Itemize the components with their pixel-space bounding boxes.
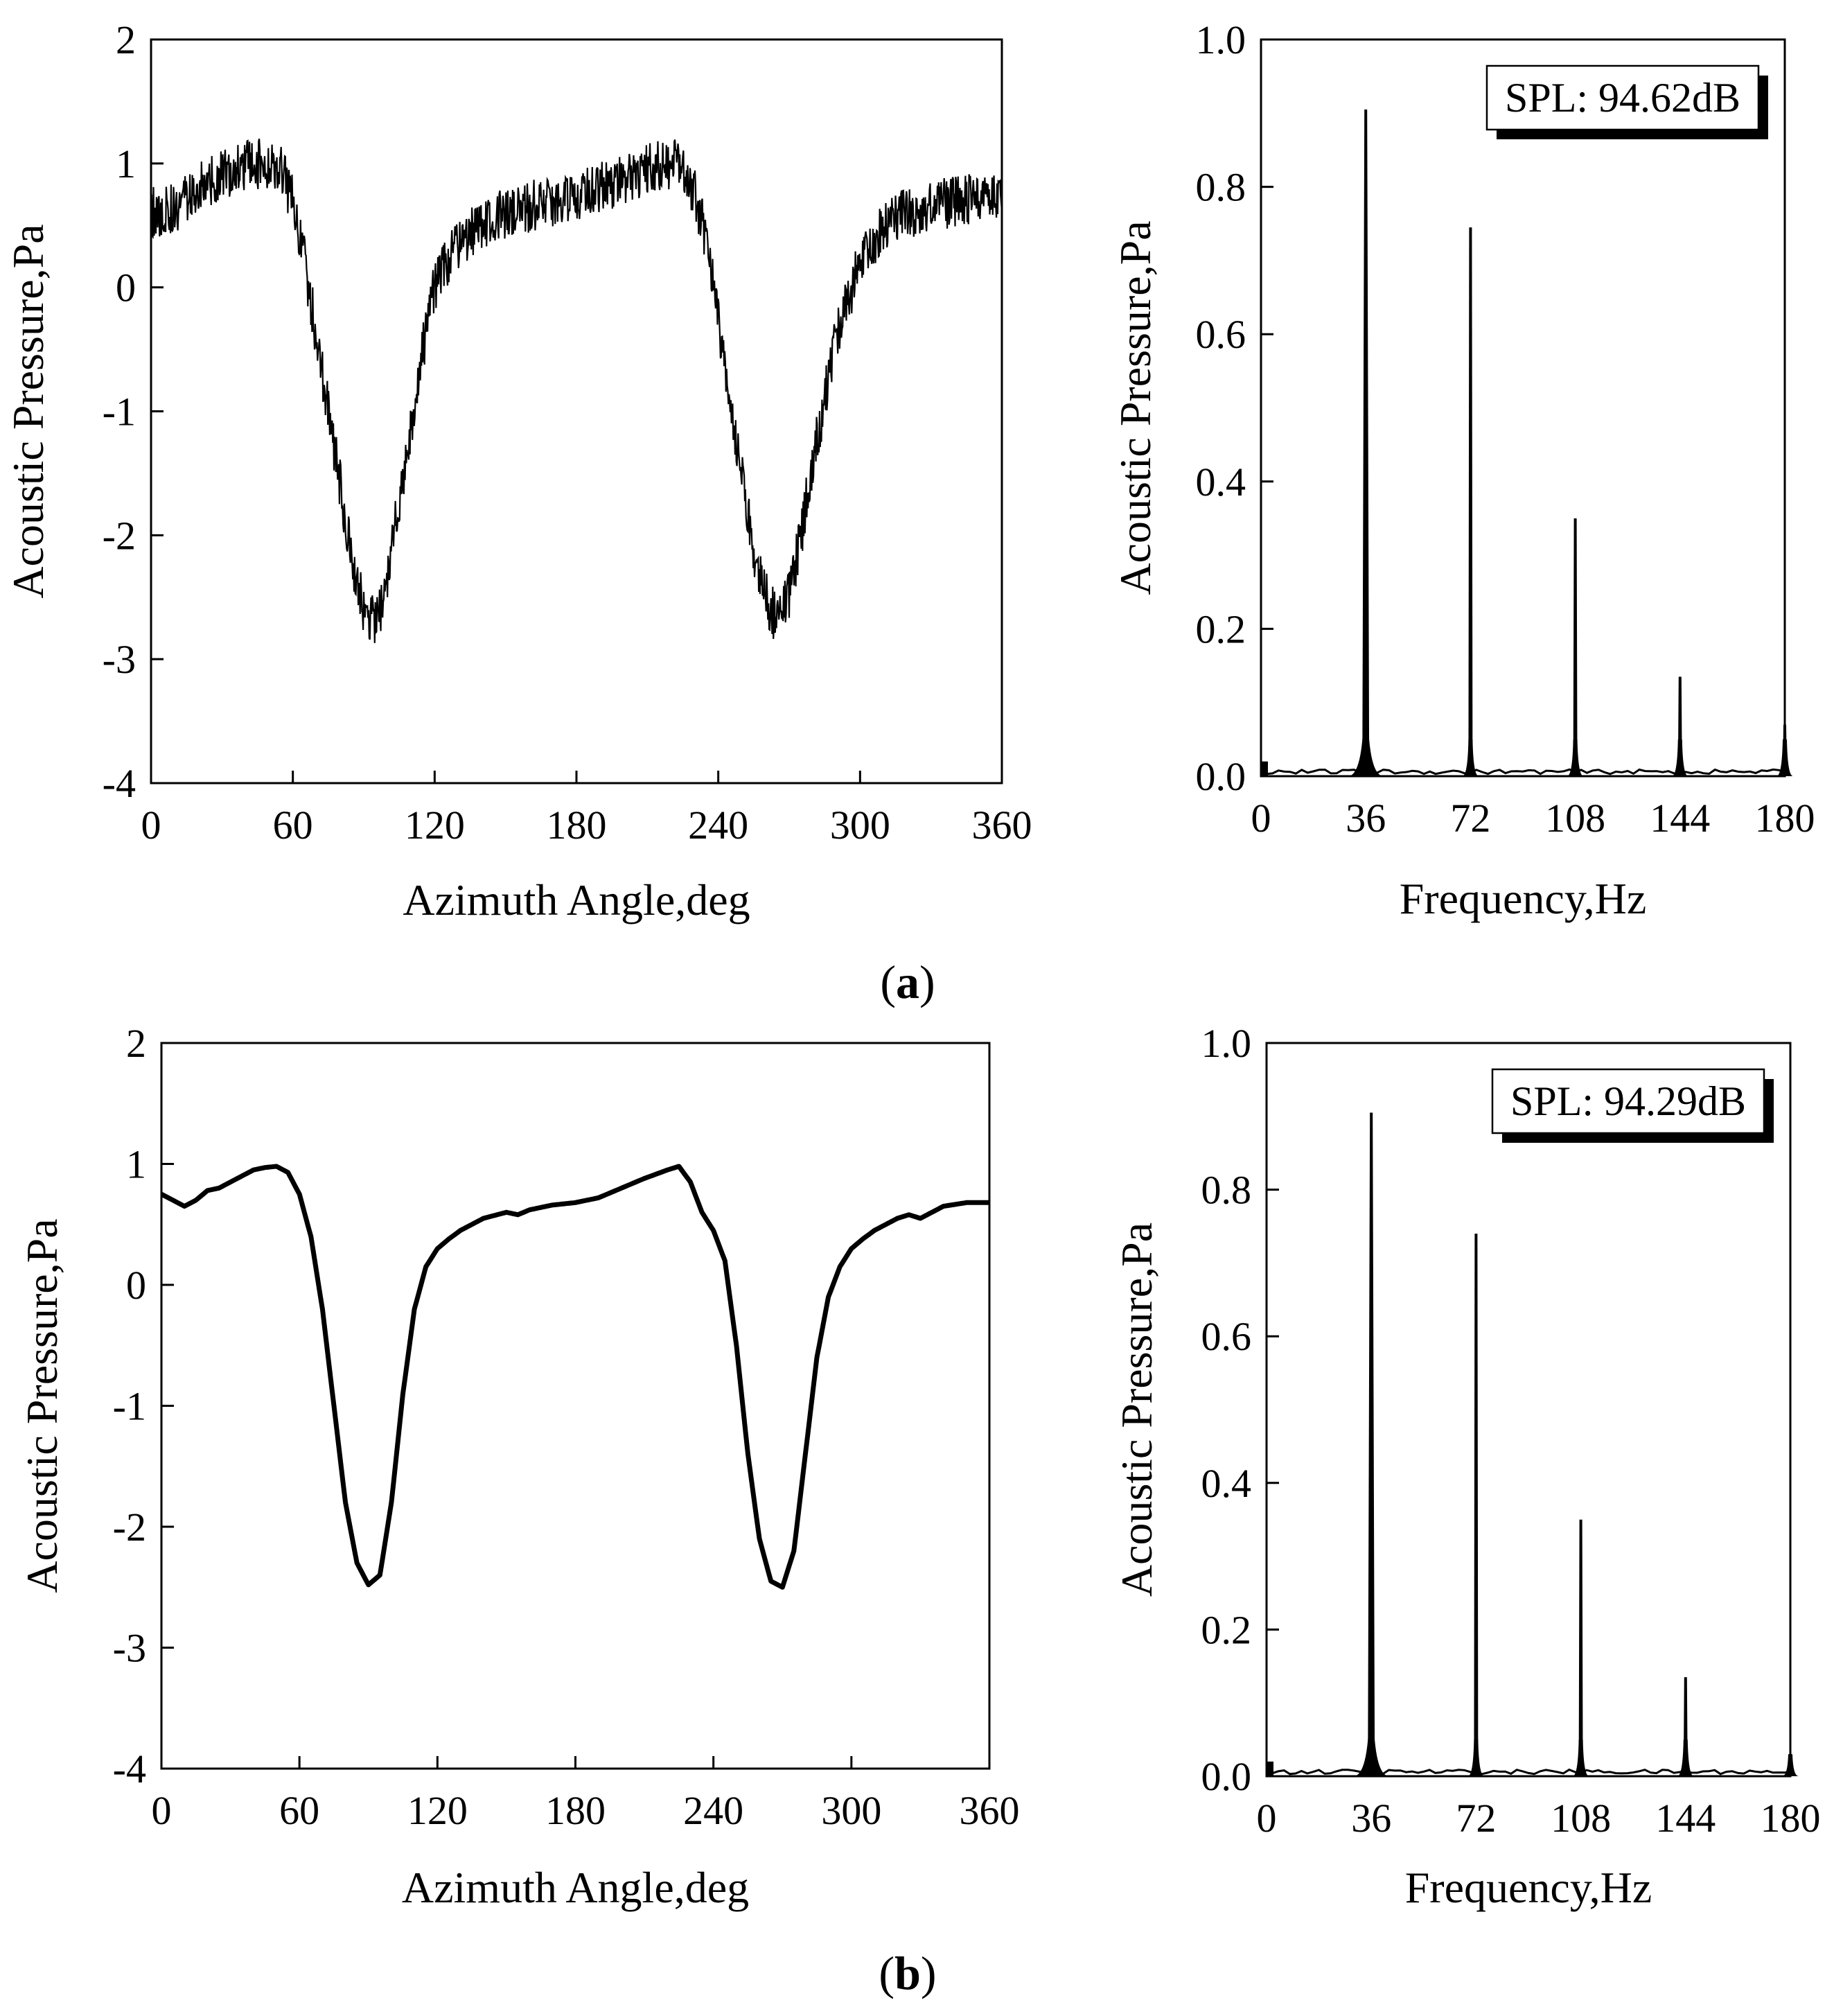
x-tick-label: 180 (545, 1788, 606, 1833)
panel-label-a: (a) (880, 956, 935, 1008)
x-tick-label: 180 (1761, 1796, 1821, 1841)
y-tick-label: 0.6 (1196, 312, 1246, 357)
y-tick-label: -2 (103, 513, 136, 558)
spectral-peak (1677, 1677, 1694, 1776)
y-tick-label: 0.4 (1196, 459, 1246, 505)
noise-floor (1260, 767, 1785, 775)
y-axis-label: Acoustic Pressure,Pa (3, 224, 53, 598)
x-tick-label: 0 (141, 803, 161, 848)
x-tick-label: 360 (960, 1788, 1020, 1833)
y-tick-label: 0 (126, 1263, 146, 1308)
y-tick-label: -3 (113, 1626, 146, 1671)
spectral-peak (1467, 1234, 1485, 1776)
x-tick-label: 360 (972, 803, 1032, 848)
spectral-peak (1776, 724, 1793, 776)
series-line (150, 138, 1003, 643)
x-axis-label: Azimuth Angle,deg (403, 875, 750, 924)
x-tick-label: 144 (1655, 1796, 1716, 1841)
spectral-peak (1348, 109, 1384, 777)
spl-annotation: SPL: 94.29dB (1510, 1078, 1746, 1124)
y-tick-label: -2 (113, 1505, 146, 1550)
dc-component (1261, 761, 1268, 776)
y-tick-label: 0.6 (1201, 1314, 1252, 1359)
x-tick-label: 108 (1545, 796, 1605, 841)
noise-floor (1265, 1767, 1791, 1776)
y-tick-label: 0.8 (1201, 1168, 1252, 1213)
y-tick-label: 0 (116, 265, 136, 310)
x-tick-label: 0 (1257, 1796, 1277, 1841)
x-tick-label: 36 (1351, 1796, 1391, 1841)
y-tick-label: 1 (126, 1142, 146, 1187)
chart-b-frequency-spectrum: 0 36 72 108 144 180 0.0 0.2 0.4 0.6 0.8 1.0 Frequenc… (1112, 1021, 1821, 1912)
x-axis-label: Frequency,Hz (1405, 1863, 1652, 1912)
panel-label-b: (b) (879, 1947, 936, 1999)
dc-component (1267, 1761, 1273, 1776)
y-tick-label: -4 (103, 761, 136, 806)
x-tick-label: 240 (688, 803, 748, 848)
x-axis-label: Azimuth Angle,deg (402, 1863, 749, 1912)
y-tick-label: 1 (116, 141, 136, 186)
x-tick-label: 144 (1650, 796, 1710, 841)
y-tick-label: -4 (113, 1746, 146, 1791)
spectral-peak (1567, 518, 1584, 776)
spectral-peak (1782, 1754, 1799, 1776)
plot-frame (1265, 1042, 1792, 1778)
x-tick-label: 180 (547, 803, 607, 848)
plot-frame (1260, 38, 1786, 778)
spl-box (1491, 1068, 1765, 1134)
spectral-peak (1671, 676, 1688, 776)
x-tick-label: 300 (830, 803, 890, 848)
y-axis-label: Acoustic Pressure,Pa (1112, 1222, 1161, 1597)
chart-a-time-domain: 0 60 120 180 240 300 360 -4 -3 -2 -1 0 1 2 Azimuth Ang… (3, 17, 1032, 924)
y-tick-label: -1 (103, 389, 136, 435)
y-tick-label: 2 (126, 1021, 146, 1066)
y-tick-label: 1.0 (1196, 17, 1246, 62)
x-tick-label: 0 (152, 1788, 172, 1833)
y-tick-label: 0.2 (1196, 606, 1246, 651)
chart-a-frequency-spectrum: 0 36 72 108 144 180 0.0 0.2 0.4 0.6 0.8 1.0 Frequenc… (1111, 17, 1815, 923)
chart-b-time-domain: 0 60 120 180 240 300 360 -4 -3 -2 -1 0 1 2 Azimuth Ang… (17, 1021, 1020, 1912)
y-axis-label: Acoustic Pressure,Pa (17, 1218, 67, 1593)
spectral-peak (1462, 227, 1479, 776)
x-axis-label: Frequency,Hz (1400, 874, 1647, 923)
y-tick-label: 0.8 (1196, 165, 1246, 210)
y-tick-label: 0.2 (1201, 1607, 1252, 1652)
spl-box (1485, 64, 1760, 131)
spectral-peak (1572, 1519, 1589, 1776)
y-axis-label: Acoustic Pressure,Pa (1111, 220, 1160, 595)
x-tick-label: 300 (821, 1788, 881, 1833)
y-tick-label: 0.0 (1201, 1754, 1252, 1799)
spectral-peak (1353, 1112, 1390, 1776)
y-tick-label: 2 (116, 17, 136, 62)
x-tick-label: 60 (273, 803, 313, 848)
plot-frame (160, 1042, 991, 1770)
x-tick-label: 36 (1346, 796, 1386, 841)
spl-annotation: SPL: 94.62dB (1505, 75, 1740, 121)
x-tick-label: 108 (1551, 1796, 1611, 1841)
x-tick-label: 72 (1450, 796, 1490, 841)
plot-frame (150, 38, 1003, 785)
y-tick-label: 1.0 (1201, 1021, 1252, 1066)
y-tick-label: 0.0 (1196, 754, 1246, 799)
x-tick-label: 120 (407, 1788, 468, 1833)
x-tick-label: 180 (1755, 796, 1815, 841)
y-tick-label: -3 (103, 637, 136, 682)
x-tick-label: 240 (683, 1788, 743, 1833)
x-tick-label: 120 (405, 803, 465, 848)
y-tick-label: 0.4 (1201, 1461, 1252, 1506)
series-line (160, 1164, 990, 1590)
y-tick-label: -1 (113, 1384, 146, 1429)
x-tick-label: 72 (1456, 1796, 1496, 1841)
x-tick-label: 0 (1251, 796, 1271, 841)
x-tick-label: 60 (279, 1788, 319, 1833)
